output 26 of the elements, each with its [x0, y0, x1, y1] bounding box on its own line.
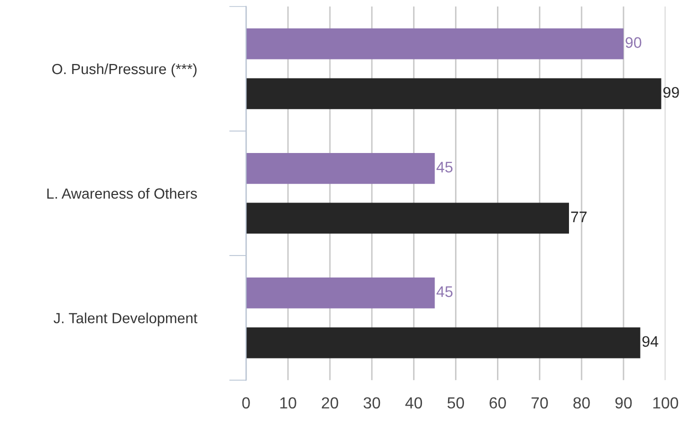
- data-label: 90: [626, 37, 642, 48]
- y-tick-label: O. Push/Pressure (***): [52, 63, 197, 78]
- x-tick-label: 50: [448, 397, 464, 409]
- bar: [246, 202, 569, 234]
- x-tick-label: 0: [242, 397, 250, 409]
- y-tick-label: J. Talent Development: [54, 312, 198, 326]
- bar: [246, 327, 640, 358]
- data-label: 45: [436, 162, 453, 173]
- bar: [246, 152, 435, 184]
- bar: [246, 28, 624, 60]
- x-tick-label: 10: [280, 397, 296, 409]
- x-tick-label: 80: [573, 397, 590, 409]
- y-tick-label: L. Awareness of Others: [47, 188, 197, 199]
- bar: [246, 278, 435, 308]
- x-tick-label: 100: [653, 397, 678, 409]
- x-tick-label: 20: [322, 397, 338, 409]
- x-tick-label: 40: [405, 397, 422, 409]
- data-label: 94: [642, 336, 658, 347]
- data-label: 45: [436, 286, 453, 298]
- x-tick-label: 70: [532, 397, 548, 409]
- data-label: 99: [663, 86, 679, 98]
- x-tick-label: 30: [364, 397, 380, 409]
- x-tick-label: 90: [615, 397, 632, 409]
- x-tick-label: 60: [490, 397, 506, 409]
- data-label: 77: [571, 212, 587, 222]
- bar: [246, 78, 662, 110]
